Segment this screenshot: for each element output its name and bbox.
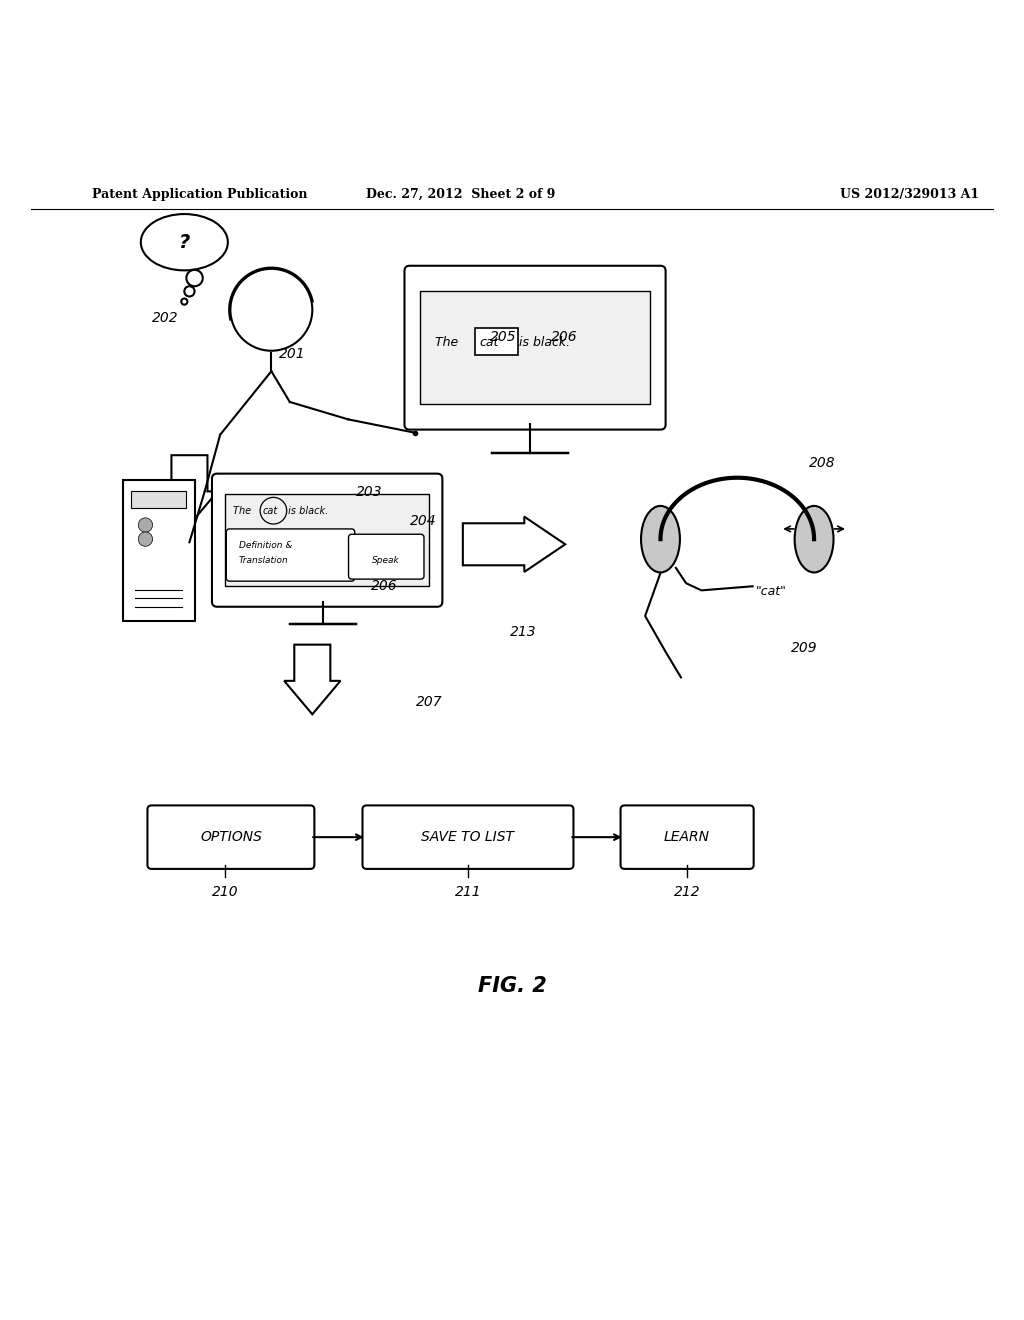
Text: 212: 212: [674, 886, 700, 899]
Text: The: The: [233, 506, 255, 516]
Text: 208: 208: [809, 457, 836, 470]
Text: US 2012/329013 A1: US 2012/329013 A1: [840, 187, 979, 201]
Bar: [123, 479, 195, 622]
Text: is black.: is black.: [285, 506, 328, 516]
FancyBboxPatch shape: [212, 474, 442, 607]
FancyBboxPatch shape: [348, 535, 424, 579]
Bar: [225, 494, 429, 586]
Text: is black.: is black.: [515, 335, 570, 348]
FancyBboxPatch shape: [404, 265, 666, 429]
Text: Dec. 27, 2012  Sheet 2 of 9: Dec. 27, 2012 Sheet 2 of 9: [367, 187, 555, 201]
Text: 210: 210: [212, 886, 239, 899]
Text: OPTIONS: OPTIONS: [200, 830, 262, 845]
Polygon shape: [162, 455, 217, 525]
FancyBboxPatch shape: [147, 805, 314, 869]
Text: 206: 206: [551, 330, 578, 343]
Text: cat: cat: [262, 506, 278, 516]
Text: Speak: Speak: [373, 556, 400, 565]
Text: FIG. 2: FIG. 2: [477, 975, 547, 995]
Text: 206: 206: [371, 579, 397, 594]
Text: Definition &: Definition &: [239, 541, 292, 550]
FancyBboxPatch shape: [226, 529, 354, 581]
Ellipse shape: [795, 506, 834, 573]
Text: The: The: [435, 335, 463, 348]
Text: 201: 201: [279, 347, 305, 360]
FancyBboxPatch shape: [621, 805, 754, 869]
Text: 204: 204: [410, 513, 436, 528]
Polygon shape: [463, 516, 565, 572]
FancyBboxPatch shape: [362, 805, 573, 869]
Text: 211: 211: [455, 886, 481, 899]
Text: LEARN: LEARN: [665, 830, 710, 845]
Text: cat: cat: [479, 335, 499, 348]
Text: "cat": "cat": [756, 586, 786, 598]
Polygon shape: [284, 644, 340, 714]
Ellipse shape: [140, 214, 228, 271]
Text: 213: 213: [510, 626, 537, 639]
Bar: [420, 292, 650, 404]
Text: 209: 209: [791, 640, 817, 655]
Text: 205: 205: [489, 330, 516, 343]
Circle shape: [186, 269, 203, 286]
Circle shape: [138, 517, 153, 532]
Circle shape: [184, 286, 195, 297]
Text: 202: 202: [152, 312, 178, 325]
Text: ?: ?: [178, 232, 190, 252]
Bar: [131, 491, 186, 508]
Circle shape: [181, 298, 187, 305]
Text: SAVE TO LIST: SAVE TO LIST: [422, 830, 514, 845]
Text: Patent Application Publication: Patent Application Publication: [92, 187, 307, 201]
Circle shape: [138, 532, 153, 546]
Text: 207: 207: [416, 696, 442, 709]
Bar: [475, 327, 518, 355]
Text: Translation: Translation: [239, 556, 289, 565]
Text: 203: 203: [356, 486, 383, 499]
Ellipse shape: [641, 506, 680, 573]
